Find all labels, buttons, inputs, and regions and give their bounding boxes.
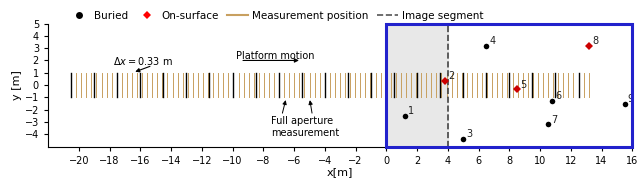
- Legend: Buried, On-surface, Measurement position, Image segment: Buried, On-surface, Measurement position…: [65, 7, 488, 25]
- Text: 8: 8: [593, 36, 598, 46]
- Text: Platform motion: Platform motion: [236, 51, 314, 61]
- Text: 3: 3: [467, 129, 472, 139]
- Text: 9: 9: [628, 94, 634, 104]
- Text: 4: 4: [490, 36, 495, 46]
- Y-axis label: y [m]: y [m]: [12, 70, 22, 100]
- Text: 7: 7: [551, 115, 557, 125]
- Text: $\Delta x = 0.33$ m: $\Delta x = 0.33$ m: [113, 55, 173, 67]
- Text: 6: 6: [556, 91, 561, 101]
- X-axis label: x[m]: x[m]: [327, 167, 353, 177]
- Text: 1: 1: [408, 106, 414, 116]
- Text: 5: 5: [520, 79, 526, 90]
- Text: Full aperture
measurement: Full aperture measurement: [271, 116, 339, 138]
- Bar: [387, 24, 632, 147]
- Text: 2: 2: [448, 71, 454, 81]
